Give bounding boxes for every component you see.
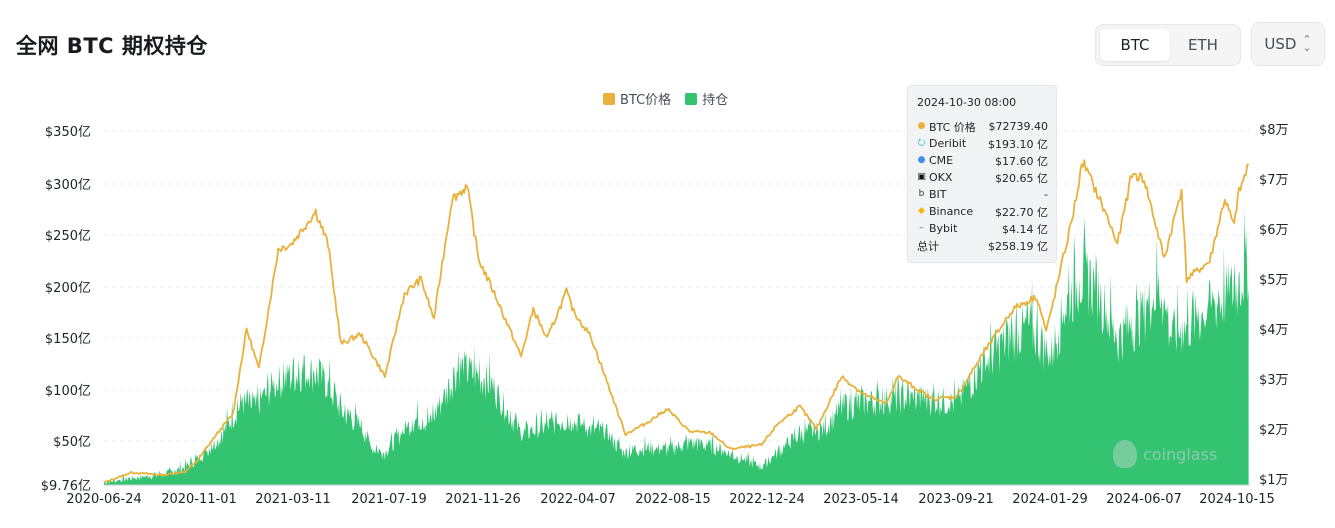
watermark: coinglass (1113, 440, 1217, 468)
tooltip-row: ● CME $17.60 亿 (917, 152, 1048, 169)
tooltip-row-value: $17.60 亿 (995, 154, 1048, 168)
legend-swatch-oi (685, 92, 698, 105)
x-tick-label: 2023-09-21 (918, 492, 994, 507)
x-tick-label: 2020-06-24 (66, 492, 142, 507)
tooltip-row-value: $4.14 亿 (1002, 222, 1048, 236)
x-tick-label: 2021-03-11 (255, 492, 331, 507)
x-tick-label: 2024-01-29 (1012, 492, 1088, 507)
coinglass-logo-icon (1113, 440, 1137, 468)
currency-select[interactable]: USD ⌃ ⌄ (1251, 22, 1325, 66)
tooltip-row: ▣ OKX $20.65 亿 (917, 169, 1048, 186)
y-right-tick-label: $3万 (1259, 373, 1289, 388)
tooltip-row: – Bybit $4.14 亿 (917, 220, 1048, 237)
chart-legend: BTC价格 持仓 (603, 89, 728, 108)
tooltip-row-label: OKX (929, 171, 953, 184)
oi-area-layer (104, 208, 1249, 486)
tooltip-row: ● BTC 价格 $72739.40 (917, 118, 1048, 135)
x-tick-label: 2020-11-01 (161, 492, 237, 507)
tooltip-row: 总计 $258.19 亿 (917, 237, 1048, 254)
x-tick-label: 2023-05-14 (823, 492, 899, 507)
tooltip-time: 2024-10-30 08:00 (917, 96, 1017, 109)
y-right-tick-label: $6万 (1259, 223, 1289, 238)
legend-label-oi: 持仓 (702, 93, 729, 108)
y-left-tick-label: $150亿 (45, 332, 91, 347)
x-tick-label: 2022-04-07 (540, 492, 616, 507)
legend-item-price[interactable]: BTC价格 (603, 89, 671, 108)
x-tick-label: 2021-07-19 (351, 492, 427, 507)
y-left-tick-label: $100亿 (45, 384, 91, 399)
currency-select-value: USD (1264, 35, 1297, 53)
okx-icon: ▣ (917, 172, 926, 182)
tooltip-row-value: $72739.40 (988, 120, 1049, 133)
tooltip-row-value: - (1044, 188, 1048, 201)
tooltip-row-label: 总计 (917, 239, 939, 253)
cme-icon: ● (917, 155, 926, 165)
tooltip-row-value: $20.65 亿 (995, 171, 1048, 185)
legend-label-price: BTC价格 (620, 93, 672, 108)
tooltip-row-label: Binance (929, 205, 974, 218)
x-tick-label: 2022-12-24 (729, 492, 805, 507)
tooltip-row-label: Deribit (929, 137, 967, 150)
bybit-icon: – (919, 223, 924, 233)
legend-item-oi[interactable]: 持仓 (685, 89, 728, 108)
y-left-tick-label: $50亿 (53, 435, 91, 450)
x-tick-label: 2024-06-07 (1106, 492, 1182, 507)
y-left-tick-label: $200亿 (45, 281, 91, 296)
y-left-tick-label: $250亿 (45, 229, 91, 244)
x-tick-label: 2024-10-15 (1199, 492, 1275, 507)
x-tick-label: 2021-11-26 (445, 492, 521, 507)
tooltip-row-value: $258.19 亿 (988, 239, 1048, 253)
watermark-text: coinglass (1143, 444, 1218, 464)
y-right-tick-label: $4万 (1259, 323, 1289, 338)
price-line-series (103, 159, 1250, 484)
y-right-tick-label: $2万 (1259, 423, 1289, 438)
tooltip-row-label: BIT (929, 188, 947, 201)
btc-price-icon: ● (917, 121, 926, 131)
y-right-tick-label: $8万 (1259, 123, 1289, 138)
tooltip-row-label: Bybit (929, 222, 958, 235)
price-line-layer (103, 159, 1250, 484)
chevron-up-down-icon: ⌃ ⌄ (1302, 33, 1312, 54)
asset-option-eth[interactable]: ETH (1188, 36, 1218, 54)
tooltip-row-label: BTC 价格 (929, 120, 976, 134)
tooltip-row: ◆ Binance $22.70 亿 (917, 203, 1048, 220)
binance-icon: ◆ (918, 206, 925, 216)
asset-toggle: BTC ETH (1095, 24, 1241, 66)
tooltip-row-value: $22.70 亿 (995, 205, 1048, 219)
y-left-tick-label: $350亿 (45, 125, 91, 140)
bit-icon: b (918, 189, 925, 199)
tooltip-row: ⭮ Deribit $193.10 亿 (917, 135, 1048, 152)
tooltip-row: b BIT - (917, 186, 1048, 203)
oi-area-series (104, 208, 1249, 486)
y-right-tick-label: $7万 (1259, 173, 1289, 188)
y-left-tick-label: $300亿 (45, 178, 91, 193)
x-tick-label: 2022-08-15 (635, 492, 711, 507)
deribit-icon: ⭮ (917, 138, 926, 148)
y-right-tick-label: $1万 (1259, 473, 1289, 488)
asset-option-btc[interactable]: BTC (1100, 29, 1170, 61)
chart-tooltip: 2024-10-30 08:00 ● BTC 价格 $72739.40 ⭮ Deribi… (907, 85, 1057, 263)
tooltip-row-label: CME (929, 154, 954, 167)
tooltip-row-value: $193.10 亿 (988, 137, 1048, 151)
legend-swatch-price (603, 92, 615, 105)
axis-layer: $9.76亿 $50亿 $100亿 $150亿 $200亿 $250亿 $300亿 $350亿… (41, 123, 1289, 507)
page-title: 全网 BTC 期权持仓 (16, 34, 208, 58)
y-right-tick-label: $5万 (1259, 273, 1289, 288)
y-left-tick-label: $9.76亿 (41, 479, 91, 494)
